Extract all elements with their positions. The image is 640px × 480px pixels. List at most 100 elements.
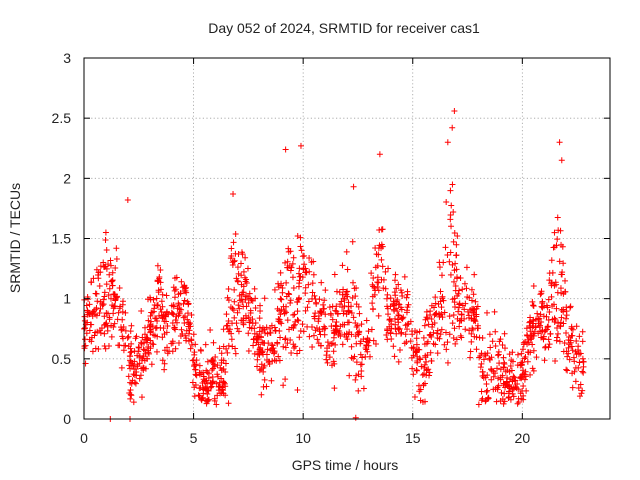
data-point	[287, 300, 294, 307]
data-point	[196, 362, 203, 369]
data-point	[113, 255, 120, 262]
data-point	[573, 323, 580, 330]
data-point	[573, 337, 580, 344]
data-point	[251, 330, 258, 337]
data-point	[491, 308, 498, 315]
data-point	[409, 365, 416, 372]
data-point	[490, 373, 497, 380]
data-point	[161, 366, 168, 373]
data-point	[557, 323, 564, 330]
data-point	[296, 265, 303, 272]
data-point	[429, 321, 436, 328]
data-point	[289, 260, 296, 267]
data-point	[497, 336, 504, 343]
data-point	[414, 353, 421, 360]
data-point	[510, 373, 517, 380]
data-point	[438, 326, 445, 333]
data-point	[278, 306, 285, 313]
data-point	[432, 294, 439, 301]
data-point	[339, 262, 346, 269]
data-point	[541, 357, 548, 364]
data-point	[144, 296, 151, 303]
data-point	[219, 386, 226, 393]
data-point	[234, 325, 241, 332]
data-point	[447, 271, 454, 278]
data-point	[220, 366, 227, 373]
data-point	[540, 313, 547, 320]
data-point	[217, 364, 224, 371]
data-point	[251, 285, 258, 292]
data-point	[533, 354, 540, 361]
data-point	[252, 295, 259, 302]
data-point	[178, 326, 185, 333]
data-point	[507, 385, 514, 392]
data-point	[103, 281, 110, 288]
data-point	[290, 322, 297, 329]
data-point	[527, 328, 534, 335]
data-point	[375, 245, 382, 252]
data-point	[479, 368, 486, 375]
data-point	[497, 376, 504, 383]
data-point	[480, 374, 487, 381]
data-point	[240, 303, 247, 310]
data-point	[175, 291, 182, 298]
data-point	[256, 367, 263, 374]
data-point	[546, 341, 553, 348]
data-point	[330, 348, 337, 355]
data-point	[193, 372, 200, 379]
data-point	[382, 268, 389, 275]
data-point	[478, 360, 485, 367]
data-point	[423, 358, 430, 365]
data-point	[101, 313, 108, 320]
data-point	[535, 330, 542, 337]
data-point	[463, 264, 470, 271]
data-point	[333, 303, 340, 310]
data-point	[314, 336, 321, 343]
data-point	[157, 266, 164, 273]
data-point	[392, 315, 399, 322]
data-point	[232, 345, 239, 352]
data-point	[396, 325, 403, 332]
data-point	[434, 330, 441, 337]
data-point	[563, 304, 570, 311]
data-point	[185, 330, 192, 337]
data-point	[539, 327, 546, 334]
data-point	[231, 314, 238, 321]
data-point	[509, 358, 516, 365]
data-point	[247, 309, 254, 316]
data-point	[343, 248, 350, 255]
data-point	[558, 271, 565, 278]
data-point	[547, 331, 554, 338]
data-point	[257, 302, 264, 309]
data-point	[171, 324, 178, 331]
data-point	[437, 298, 444, 305]
data-point	[105, 292, 112, 299]
data-point	[102, 345, 109, 352]
data-point	[332, 341, 339, 348]
data-point	[138, 340, 145, 347]
data-point	[296, 295, 303, 302]
data-point	[240, 268, 247, 275]
data-point	[554, 324, 561, 331]
data-point	[101, 289, 108, 296]
data-point	[217, 390, 224, 397]
data-point	[434, 327, 441, 334]
data-point	[242, 312, 249, 319]
data-point	[302, 284, 309, 291]
data-point	[451, 107, 458, 114]
data-point	[520, 346, 527, 353]
data-point	[151, 332, 158, 339]
data-point	[548, 280, 555, 287]
data-point	[208, 383, 215, 390]
data-point	[450, 278, 457, 285]
data-point	[229, 305, 236, 312]
data-point	[287, 336, 294, 343]
data-point	[245, 299, 252, 306]
data-point	[114, 316, 121, 323]
data-point	[136, 375, 143, 382]
data-point	[560, 348, 567, 355]
data-point	[350, 279, 357, 286]
data-point	[83, 330, 90, 337]
data-point	[477, 364, 484, 371]
